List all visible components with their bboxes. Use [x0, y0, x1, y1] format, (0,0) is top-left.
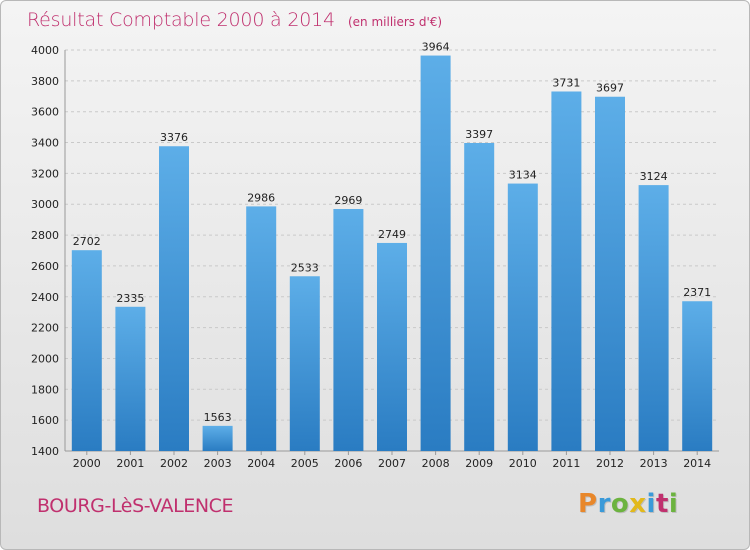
- logo-letter: i: [668, 489, 679, 519]
- data-label: 3731: [552, 76, 580, 89]
- y-tick-label: 3600: [31, 106, 59, 119]
- y-tick-label: 1800: [31, 383, 59, 396]
- y-tick-label: 1600: [31, 414, 59, 427]
- logo-letter: i: [646, 489, 656, 519]
- bar-2008: [420, 55, 451, 451]
- bar-2013: [638, 185, 669, 452]
- y-tick-label: 3000: [31, 198, 59, 211]
- x-axis-ticks: 2000 2001 2002 2003 2004 2005 2006 2007 2008 2009…: [73, 451, 711, 470]
- y-tick-label: 2400: [31, 291, 59, 304]
- y-tick-label: 4000: [31, 44, 59, 57]
- y-tick-label: 2000: [31, 352, 59, 365]
- data-labels: 2702 2335 3376 1563 2986 2533 2969 2749 3964 3397…: [73, 41, 711, 424]
- bar-2011: [551, 91, 582, 452]
- bar-2012: [595, 96, 625, 451]
- logo-letter: o: [610, 489, 630, 519]
- bar-2000: [71, 250, 102, 451]
- bar-2004: [246, 206, 277, 451]
- x-tick-label: 2004: [247, 457, 275, 470]
- data-label: 3397: [465, 128, 493, 141]
- bar-2007: [377, 242, 407, 451]
- logo-letter: P: [578, 489, 598, 519]
- proxiti-logo: Proxiti: [578, 489, 678, 519]
- chart-title-main: Résultat Comptable 2000 à 2014: [27, 9, 335, 31]
- data-label: 2702: [73, 235, 101, 248]
- bar-2009: [464, 143, 495, 451]
- x-tick-label: 2005: [291, 457, 319, 470]
- x-tick-label: 2009: [465, 457, 493, 470]
- data-label: 2986: [247, 191, 275, 204]
- data-label: 3376: [160, 131, 188, 144]
- data-label: 2371: [683, 286, 711, 299]
- y-axis-ticks: 1400 1600 1800 2000 2200 2400 2600 2800 3000 3200…: [31, 44, 59, 458]
- data-label: 2533: [291, 261, 319, 274]
- y-tick-label: 2200: [31, 322, 59, 335]
- y-tick-label: 1400: [31, 445, 59, 458]
- bar-2003: [202, 425, 233, 451]
- x-tick-label: 2007: [378, 457, 406, 470]
- bar-2010: [507, 183, 538, 451]
- x-tick-label: 2000: [73, 457, 101, 470]
- data-label: 3124: [640, 170, 668, 183]
- bar-2002: [159, 146, 189, 452]
- x-tick-label: 2010: [509, 457, 537, 470]
- x-tick-label: 2011: [552, 457, 580, 470]
- y-tick-label: 2600: [31, 260, 59, 273]
- data-label: 3134: [509, 169, 537, 182]
- logo-letter: r: [597, 489, 611, 519]
- logo-letter: t: [655, 489, 669, 519]
- chart-title-unit: (en milliers d'€): [347, 15, 443, 29]
- x-tick-label: 2013: [640, 457, 668, 470]
- bar-2005: [289, 276, 320, 451]
- data-label: 3697: [596, 82, 624, 95]
- y-tick-label: 3400: [31, 137, 59, 150]
- y-tick-label: 2800: [31, 229, 59, 242]
- chart-title: Résultat Comptable 2000 à 2014 (en milli…: [27, 9, 442, 31]
- data-label: 2749: [378, 228, 406, 241]
- x-tick-label: 2001: [116, 457, 144, 470]
- data-label: 3964: [422, 41, 450, 54]
- bar-2001: [115, 306, 146, 451]
- x-tick-label: 2012: [596, 457, 624, 470]
- logo-letter: x: [629, 489, 647, 519]
- x-tick-label: 2006: [334, 457, 362, 470]
- y-tick-label: 3800: [31, 75, 59, 88]
- x-tick-label: 2008: [422, 457, 450, 470]
- data-label: 2335: [116, 292, 144, 305]
- y-tick-label: 3200: [31, 167, 59, 180]
- bar-2006: [333, 209, 364, 451]
- bars: [71, 55, 713, 452]
- location-name: BOURG-LèS-VALENCE: [37, 495, 234, 517]
- data-label: 1563: [204, 411, 232, 424]
- x-tick-label: 2014: [683, 457, 711, 470]
- x-tick-label: 2003: [204, 457, 232, 470]
- x-tick-label: 2002: [160, 457, 188, 470]
- data-label: 2969: [334, 194, 362, 207]
- bar-2014: [682, 301, 713, 451]
